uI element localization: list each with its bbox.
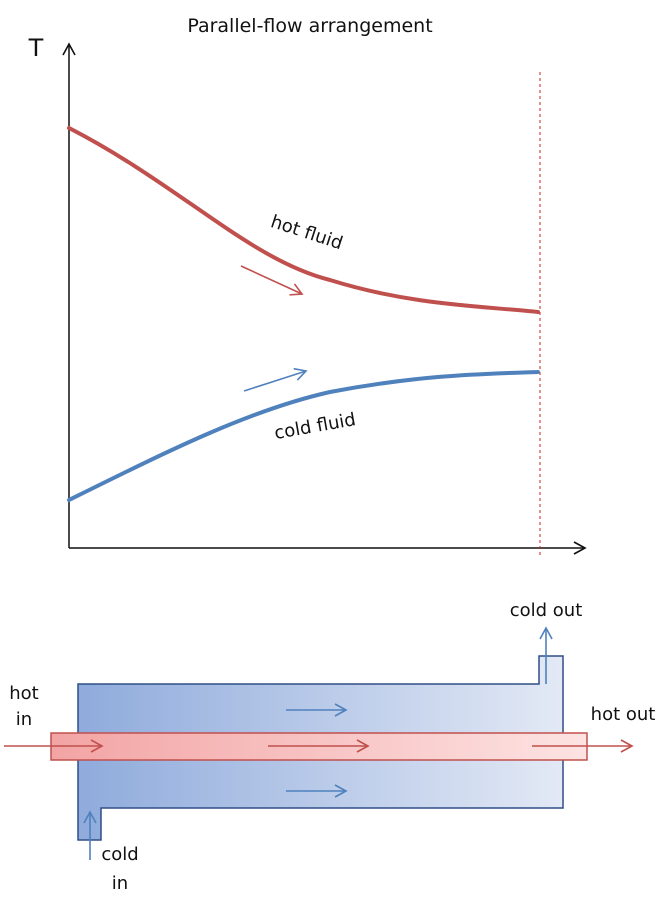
cold-fluid-label: cold fluid	[273, 409, 358, 444]
diagram-title: Parallel-flow arrangement	[187, 15, 432, 37]
hot-flow-arrow	[240, 265, 304, 296]
hot-in-label-line2: in	[16, 709, 32, 730]
cold-fluid-curve	[67, 370, 540, 502]
hot-fluid-label: hot fluid	[268, 211, 345, 254]
hot-fluid-curve	[67, 126, 540, 314]
hot-out-label: hot out	[591, 704, 656, 725]
y-axis-label: T	[28, 34, 44, 62]
cold-in-label-line1: cold	[101, 844, 138, 865]
hot-in-label-line1: hot	[9, 683, 38, 704]
cold-out-label: cold out	[510, 600, 583, 621]
cold-flow-arrow	[243, 367, 308, 392]
cold-in-label-line2: in	[112, 873, 128, 894]
